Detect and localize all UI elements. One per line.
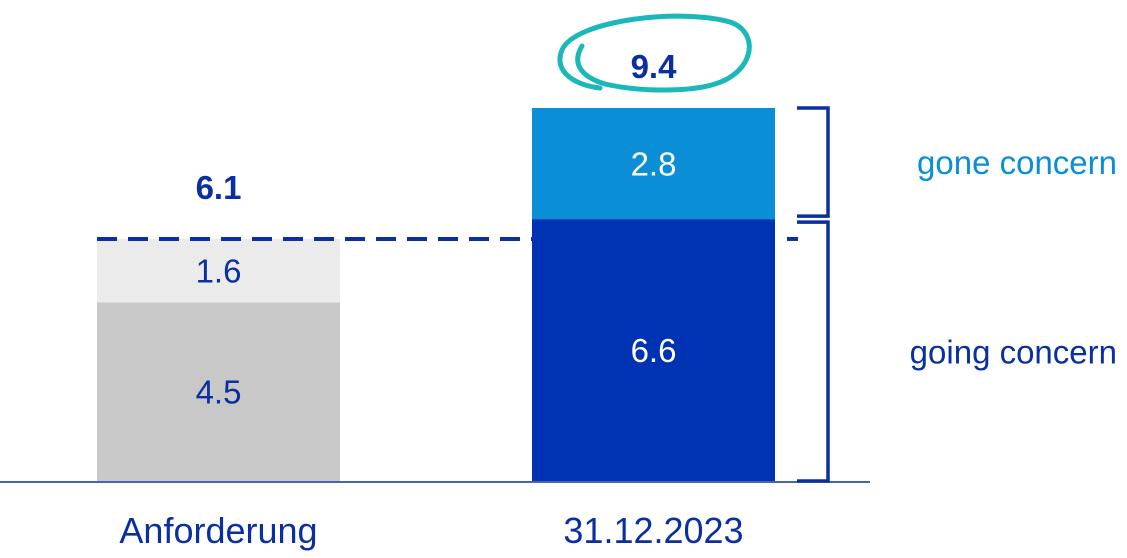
- segment-value-label: 6.6: [631, 332, 677, 369]
- highlight-circle: [557, 13, 752, 93]
- bar-segment-0-1: [97, 238, 340, 303]
- segment-value-label: 2.8: [631, 146, 677, 183]
- bar-segment-1-0: [532, 219, 775, 481]
- bracket-0: [797, 106, 830, 218]
- bar-total-label: 9.4: [631, 48, 678, 85]
- category-label: Anforderung: [119, 510, 317, 551]
- bar-segment-0-0: [97, 302, 340, 481]
- bracket-label: going concern: [910, 334, 1117, 371]
- bracket-label: gone concern: [917, 144, 1117, 181]
- category-label: 31.12.2023: [563, 510, 743, 551]
- bar-total-label: 6.1: [196, 169, 242, 206]
- bar-segment-1-1: [532, 108, 775, 220]
- segment-value-label: 1.6: [196, 253, 242, 290]
- segment-value-label: 4.5: [196, 374, 242, 411]
- bracket-1: [797, 220, 830, 483]
